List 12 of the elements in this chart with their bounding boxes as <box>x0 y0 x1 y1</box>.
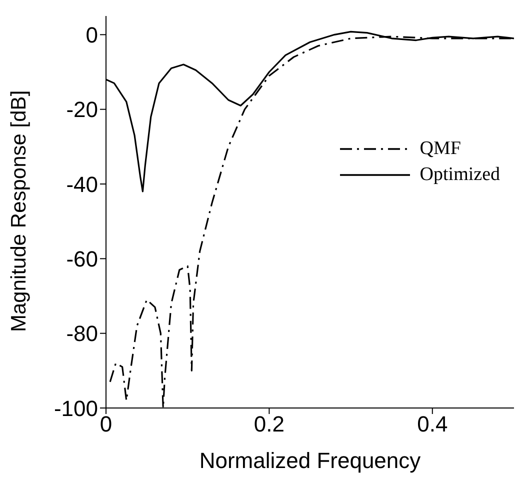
y-tick-label: -60 <box>66 246 98 272</box>
y-tick-label: -20 <box>66 97 98 122</box>
x-axis-title: Normalized Frequency <box>199 448 421 473</box>
y-tick-label: -100 <box>54 396 98 421</box>
y-tick-label: -40 <box>66 172 98 197</box>
x-tick-label: 0.2 <box>254 412 284 437</box>
y-tick-label: 0 <box>86 22 98 48</box>
legend-label: QMF <box>420 138 461 160</box>
y-tick-label: -80 <box>66 321 98 346</box>
x-tick-label: 0.4 <box>417 412 448 437</box>
legend-label: Optimized <box>420 164 500 186</box>
y-axis-title: Magnitude Response [dB] <box>7 90 30 332</box>
